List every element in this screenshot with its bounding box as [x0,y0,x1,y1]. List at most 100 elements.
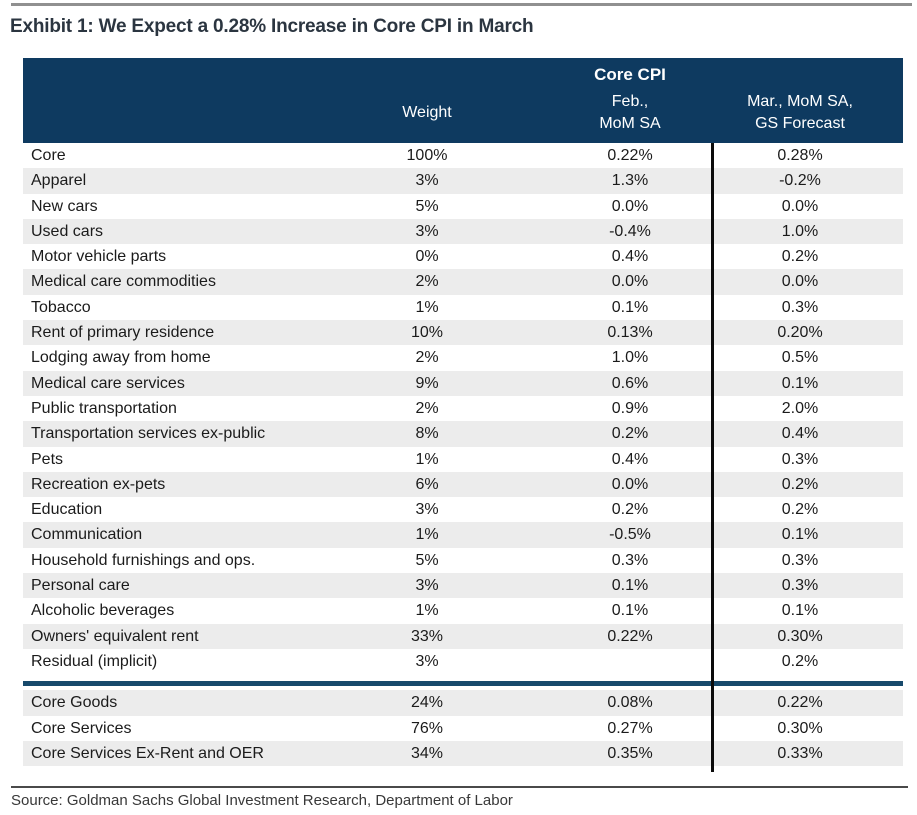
table-row: Apparel 3% 1.3% -0.2% [23,168,903,194]
row-mar-value: 0.0% [781,197,819,215]
row-feb-value: 0.0% [611,273,649,291]
row-weight: 33% [410,627,444,645]
row-label: Pets [31,450,64,468]
row-label: Residual (implicit) [31,652,158,670]
col-header-feb-mom-sa: Feb., MoM SA [530,91,730,134]
col-header-feb-line2: MoM SA [599,114,661,132]
table-row: Personal care 3% 0.1% 0.3% [23,573,903,599]
row-label: Owners' equivalent rent [31,627,199,645]
table-row: Used cars 3% -0.4% 1.0% [23,218,903,245]
row-mar-value: 0.1% [781,526,819,544]
table-row: Core Services 76% 0.27% 0.30% [23,715,903,741]
row-label: Core [31,147,66,164]
row-label: Transportation services ex-public [31,425,266,443]
row-mar-value: 0.2% [781,248,819,266]
table-row: Household furnishings and ops. 5% 0.3% 0… [23,547,903,574]
source-divider-rule [11,786,908,788]
table-row: Motor vehicle parts 0% 0.4% 0.2% [23,244,903,270]
section-gap [23,674,903,682]
table-row: Medical care services 9% 0.6% 0.1% [23,370,903,396]
row-weight: 10% [410,324,444,342]
row-mar-value: 0.3% [781,551,819,569]
row-feb-value: 0.4% [611,450,649,468]
row-mar-value: 0.0% [781,273,819,291]
row-label: Lodging away from home [31,349,211,367]
row-label: Tobacco [31,298,91,316]
table-row: Core Goods 24% 0.08% 0.22% [23,690,903,716]
row-mar-value: 0.30% [777,719,823,737]
row-weight: 100% [406,147,448,164]
row-weight: 76% [410,719,444,737]
table-row: Lodging away from home 2% 1.0% 0.5% [23,345,903,371]
row-weight: 2% [415,273,439,291]
row-label: Medical care commodities [31,273,216,291]
row-label: Core Goods [31,694,118,712]
row-mar-value: 0.2% [781,652,819,670]
column-divider-line [711,143,714,772]
row-weight: 34% [410,744,444,762]
row-label: Recreation ex-pets [31,475,166,493]
section-gap-2 [23,686,903,691]
row-weight: 2% [415,349,439,367]
row-mar-value: 2.0% [781,399,819,417]
col-header-weight: Weight [402,104,452,121]
col-header-feb-line1: Feb., [611,93,649,110]
table-header: Core CPI Weight Feb., MoM SA Mar., MoM SA… [23,58,903,143]
row-weight: 8% [415,425,439,443]
group-header-core-cpi: Core CPI [594,65,666,84]
row-mar-value: 0.3% [781,450,819,468]
row-feb-value: 0.6% [611,374,649,392]
row-feb-value: 0.9% [611,399,649,417]
table-row: Communication 1% -0.5% 0.1% [23,522,903,548]
row-weight: 5% [415,551,439,569]
row-feb-value: 0.2% [611,425,649,443]
row-label: Communication [31,526,143,544]
row-label: Household furnishings and ops. [31,551,256,569]
row-weight: 3% [415,501,439,519]
row-weight: 1% [415,602,439,620]
row-mar-value: 0.20% [777,324,823,342]
row-feb-value: -0.5% [609,526,651,544]
row-label: Core Services [31,719,132,737]
table-row: Residual (implicit) 3% 0.2% [23,648,903,675]
table-row: Owners' equivalent rent 33% 0.22% 0.30% [23,623,903,649]
row-weight: 5% [415,197,439,215]
table-body: Core 100% 0.22% 0.28% Apparel 3% 1.3% -0… [23,143,903,675]
col-header-mar-line1: Mar., MoM SA, [747,93,853,110]
exhibit-title: Exhibit 1: We Expect a 0.28% Increase in… [10,16,534,37]
row-mar-value: 0.22% [777,694,823,712]
row-feb-value: 0.35% [607,744,653,762]
row-mar-value: 0.33% [777,744,823,762]
row-feb-value: 0.2% [611,501,649,519]
row-weight: 0% [415,248,439,266]
row-feb-value: 0.1% [611,298,649,316]
row-label: Education [31,501,103,519]
col-header-mar-line2: GS Forecast [755,114,845,132]
row-mar-value: 0.5% [781,349,819,367]
row-feb-value: 0.08% [607,694,653,712]
table-row: Education 3% 0.2% 0.2% [23,497,903,523]
row-label: Personal care [31,577,130,595]
source-note: Source: Goldman Sachs Global Investment … [11,792,513,809]
table-row: Transportation services ex-public 8% 0.2… [23,421,903,447]
row-mar-value: 0.28% [777,147,823,164]
row-label: Used cars [31,222,104,240]
row-feb-value: 0.13% [607,324,653,342]
row-mar-value: 0.3% [781,577,819,595]
row-feb-value: 0.22% [607,147,653,164]
row-mar-value: 0.1% [781,602,819,620]
table-row: Public transportation 2% 0.9% 2.0% [23,395,903,422]
row-weight: 3% [415,172,439,190]
row-weight: 9% [415,374,439,392]
row-feb-value: 1.3% [611,172,649,190]
row-label: Apparel [31,172,87,190]
row-mar-value: -0.2% [779,172,821,190]
table-row: Medical care commodities 2% 0.0% 0.0% [23,269,903,295]
row-weight: 3% [415,222,439,240]
table-row: Alcoholic beverages 1% 0.1% 0.1% [23,598,903,624]
table-row: Tobacco 1% 0.1% 0.3% [23,294,903,321]
row-feb-value: -0.4% [609,222,651,240]
core-cpi-table: Core CPI Weight Feb., MoM SA Mar., MoM SA… [23,58,903,772]
row-weight: 1% [415,526,439,544]
table-summary: Core Goods 24% 0.08% 0.22% Core Services… [23,690,903,767]
